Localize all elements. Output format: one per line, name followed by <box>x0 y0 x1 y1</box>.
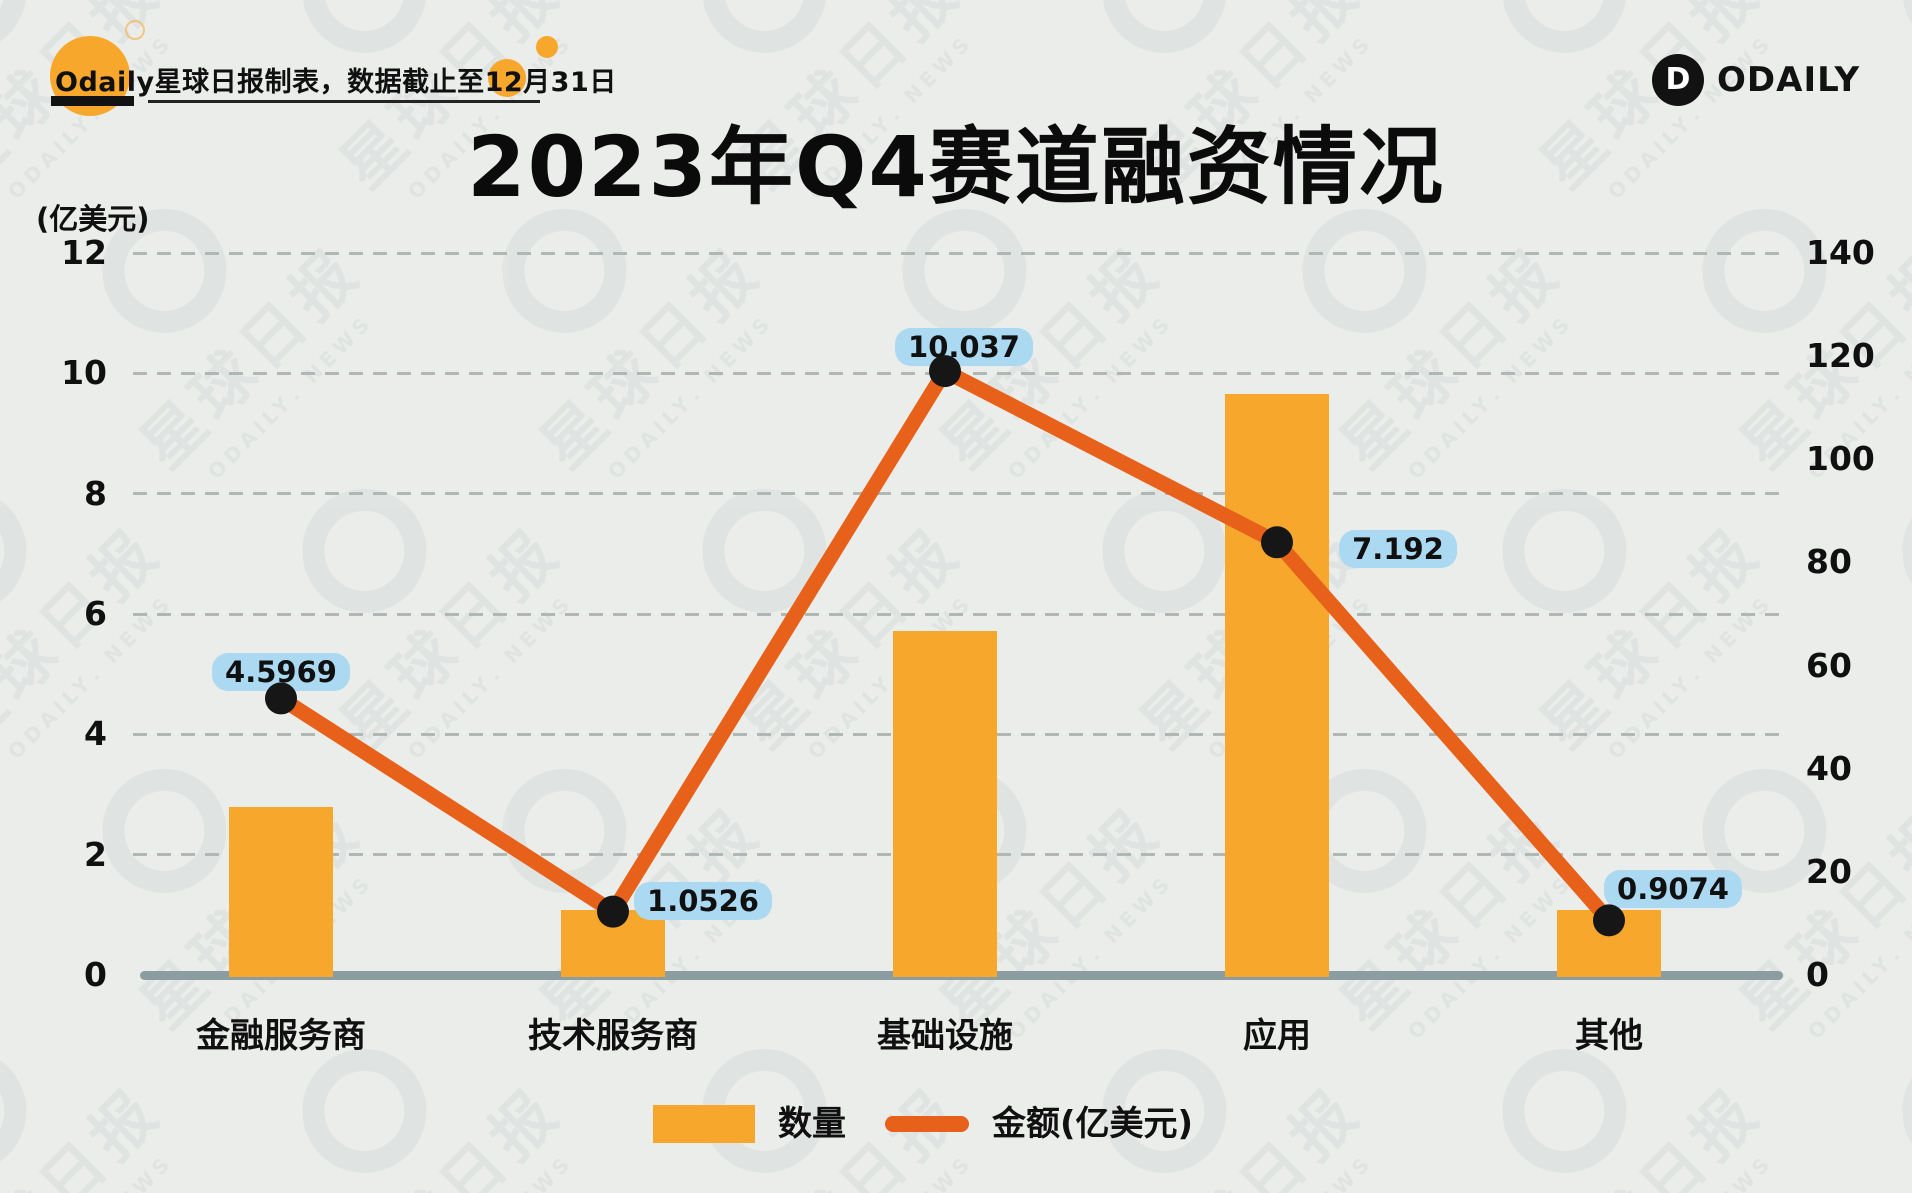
gridline <box>133 251 1788 255</box>
odaily-logo-letter: D <box>1665 62 1691 97</box>
value-bubble: 10.037 <box>895 328 1033 367</box>
gridline <box>133 371 1788 375</box>
brand-logo: D ODAILY <box>1652 54 1860 106</box>
category-label: 金融服务商 <box>196 1016 366 1056</box>
bar <box>1225 394 1329 977</box>
left-axis-tick: 2 <box>84 834 107 874</box>
right-axis-tick: 80 <box>1806 542 1852 582</box>
legend-line-label: 金额(亿美元) <box>992 1104 1194 1144</box>
bar <box>229 806 333 977</box>
legend: 数量 金额(亿美元) <box>0 1103 1912 1145</box>
category-label: 其他 <box>1575 1016 1643 1056</box>
right-axis-tick: 100 <box>1806 439 1875 479</box>
value-bubble: 0.9074 <box>1604 870 1742 909</box>
right-axis-tick: 40 <box>1806 748 1852 788</box>
left-axis-unit-label: (亿美元) <box>36 202 150 236</box>
right-axis-tick: 120 <box>1806 336 1875 376</box>
bar <box>561 909 665 977</box>
credit-underline-thin <box>148 100 540 103</box>
brand-wordmark: ODAILY <box>1717 60 1861 100</box>
category-label: 应用 <box>1243 1016 1311 1056</box>
gridline <box>133 492 1788 496</box>
right-axis-tick: 0 <box>1806 955 1829 994</box>
legend-bar-swatch <box>653 1105 755 1143</box>
category-label: 技术服务商 <box>528 1016 698 1056</box>
value-bubble: 4.5969 <box>212 653 350 692</box>
legend-bar-label: 数量 <box>778 1104 846 1144</box>
legend-line-swatch <box>885 1116 969 1132</box>
left-axis-tick: 12 <box>61 233 107 272</box>
right-axis-tick: 60 <box>1806 645 1852 685</box>
category-label: 基础设施 <box>877 1016 1013 1056</box>
header-accent-dot <box>536 36 558 58</box>
left-axis-tick: 4 <box>84 714 107 754</box>
value-bubble: 1.0526 <box>634 881 772 920</box>
bar <box>1557 909 1661 977</box>
right-axis-tick: 20 <box>1806 851 1852 891</box>
header-accent-circle-date <box>488 59 526 97</box>
header-accent-ring <box>125 20 145 40</box>
left-axis-tick: 10 <box>61 353 107 393</box>
right-axis-tick: 140 <box>1806 233 1875 272</box>
chart-title: 2023年Q4赛道融资情况 <box>467 118 1445 216</box>
bar <box>893 631 997 977</box>
credit-underline-thick <box>51 96 134 106</box>
left-axis-tick: 8 <box>84 473 107 513</box>
gridline <box>133 612 1788 616</box>
left-axis-tick: 6 <box>84 594 107 633</box>
left-axis-tick: 0 <box>84 955 107 994</box>
value-bubble: 7.192 <box>1339 530 1457 569</box>
odaily-logo-icon: D <box>1652 54 1704 106</box>
credit-text: Odaily星球日报制表，数据截止至12月31日 <box>55 67 617 98</box>
